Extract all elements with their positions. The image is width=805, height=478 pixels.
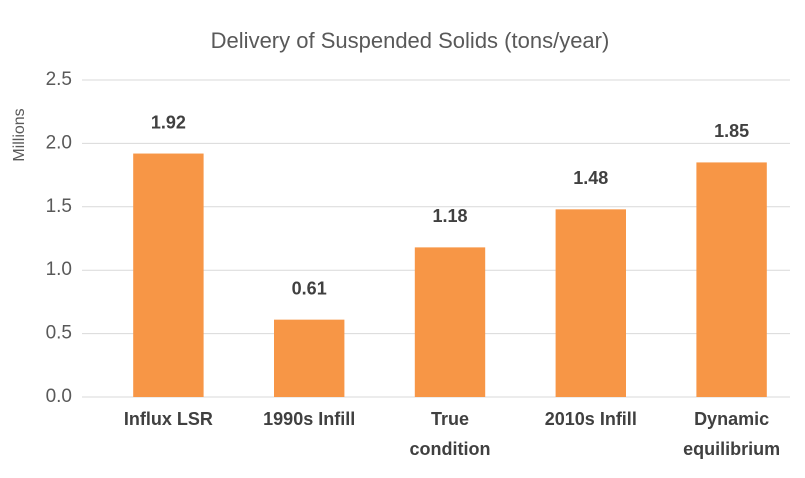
value-label: 1.18 [432,206,467,226]
bar [555,209,626,397]
value-label: 1.85 [714,121,749,141]
bar [696,162,767,397]
y-tick-label: 1.5 [46,196,72,217]
bar [274,319,345,397]
y-axis-label: Millions [11,108,28,161]
x-tick-label: 2010s Infill [545,409,637,429]
y-tick-label: 2.5 [46,69,72,90]
value-label: 0.61 [292,278,327,298]
y-tick-label: 1.0 [46,259,72,280]
bar [133,153,204,397]
y-tick-label: 2.0 [46,132,72,153]
y-tick-label: 0.5 [46,323,72,344]
x-tick-label: Dynamic equilibrium [683,409,780,459]
x-tick-label: Influx LSR [124,409,213,429]
bar [414,247,486,397]
x-tick-label: True condition [410,409,491,459]
y-tick-label: 0.0 [46,386,72,407]
value-label: 1.48 [573,168,608,188]
value-label: 1.92 [151,112,186,132]
x-tick-label: 1990s Infill [263,409,355,429]
chart-title: Delivery of Suspended Solids (tons/year) [211,28,610,53]
